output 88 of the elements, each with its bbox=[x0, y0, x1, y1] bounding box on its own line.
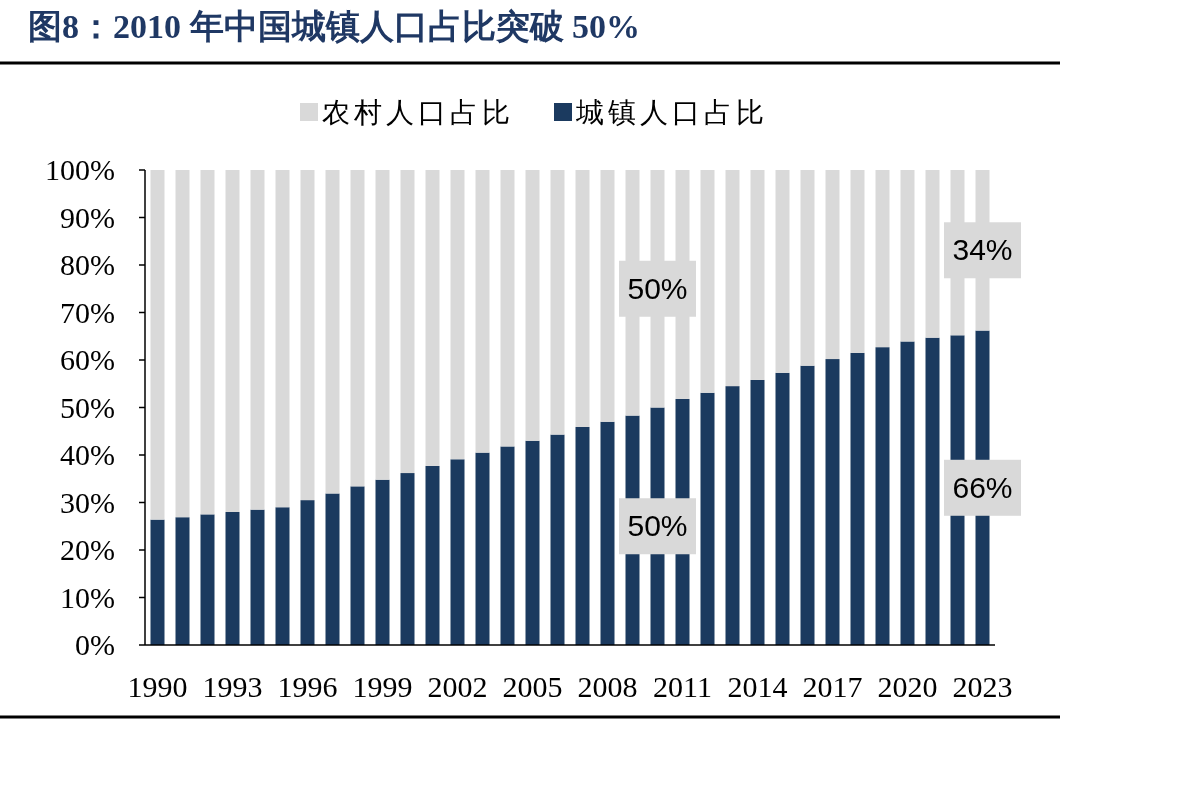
bar bbox=[325, 493, 340, 645]
bar bbox=[375, 479, 390, 645]
bar bbox=[450, 170, 465, 460]
bar bbox=[325, 170, 340, 494]
bar bbox=[825, 359, 840, 645]
bar bbox=[875, 170, 890, 348]
bar bbox=[425, 170, 440, 466]
bar bbox=[700, 170, 715, 393]
bar bbox=[150, 519, 165, 645]
bar bbox=[850, 170, 865, 353]
bar bbox=[700, 392, 715, 645]
bar bbox=[575, 170, 590, 427]
y-tick-label: 50% bbox=[60, 390, 115, 424]
bar bbox=[250, 509, 265, 645]
bar bbox=[525, 170, 540, 441]
bar bbox=[150, 170, 165, 520]
bar bbox=[400, 473, 415, 645]
bar bbox=[875, 347, 890, 645]
y-tick-label: 100% bbox=[45, 153, 115, 186]
bar bbox=[275, 507, 290, 645]
bar bbox=[900, 170, 915, 342]
x-tick-label: 2002 bbox=[427, 670, 488, 703]
x-tick-label: 2017 bbox=[802, 670, 863, 703]
bar bbox=[300, 500, 315, 645]
bar bbox=[200, 170, 215, 515]
x-tick-label: 2020 bbox=[877, 670, 938, 703]
y-tick-label: 0% bbox=[75, 628, 115, 661]
y-tick-label: 20% bbox=[60, 533, 115, 566]
bar bbox=[500, 446, 515, 645]
y-tick-label: 80% bbox=[60, 248, 115, 281]
data-label: 34% bbox=[952, 233, 1013, 267]
bar bbox=[800, 365, 815, 645]
x-tick-label: 2011 bbox=[653, 670, 712, 703]
bar bbox=[750, 379, 765, 645]
bar bbox=[400, 170, 415, 474]
bar bbox=[425, 465, 440, 645]
bar bbox=[550, 434, 565, 645]
x-tick-label: 1999 bbox=[352, 670, 413, 703]
bar bbox=[225, 170, 240, 512]
bar bbox=[525, 440, 540, 645]
legend-label: 农村人口占比 bbox=[322, 97, 514, 128]
bar bbox=[925, 337, 940, 645]
bar bbox=[500, 170, 515, 447]
bar bbox=[750, 170, 765, 380]
bar bbox=[175, 517, 190, 645]
y-tick-label: 10% bbox=[60, 580, 115, 614]
data-label: 50% bbox=[627, 509, 688, 543]
bar bbox=[375, 170, 390, 480]
bar bbox=[475, 452, 490, 645]
x-tick-label: 2008 bbox=[577, 670, 638, 703]
bar bbox=[925, 170, 940, 338]
x-tick-label: 2023 bbox=[952, 670, 1013, 703]
bar bbox=[800, 170, 815, 366]
bar bbox=[450, 459, 465, 645]
bar bbox=[775, 170, 790, 373]
bar bbox=[850, 352, 865, 645]
bar bbox=[725, 386, 740, 645]
data-label: 50% bbox=[627, 271, 688, 305]
bar bbox=[900, 341, 915, 645]
bar bbox=[600, 170, 615, 422]
bar bbox=[775, 372, 790, 645]
bar bbox=[225, 512, 240, 645]
bar bbox=[550, 170, 565, 435]
bar bbox=[250, 170, 265, 510]
bar bbox=[275, 170, 290, 508]
y-tick-label: 40% bbox=[60, 438, 115, 471]
x-tick-label: 2005 bbox=[502, 670, 563, 703]
y-tick-label: 30% bbox=[60, 485, 115, 519]
chart-title: 图8：2010 年中国城镇人口占比突破 50% bbox=[28, 8, 640, 45]
bar bbox=[175, 170, 190, 518]
legend-label: 城镇人口占比 bbox=[575, 97, 768, 128]
bar bbox=[200, 514, 215, 645]
x-tick-label: 2014 bbox=[727, 670, 788, 703]
bar bbox=[600, 421, 615, 645]
data-label: 66% bbox=[952, 470, 1013, 504]
bar bbox=[350, 170, 365, 487]
bar bbox=[575, 426, 590, 645]
x-tick-label: 1993 bbox=[202, 670, 263, 703]
bar bbox=[475, 170, 490, 453]
x-tick-label: 1996 bbox=[277, 670, 338, 703]
bar bbox=[725, 170, 740, 387]
y-tick-label: 60% bbox=[60, 343, 115, 376]
bar bbox=[825, 170, 840, 360]
y-tick-label: 90% bbox=[60, 200, 115, 234]
bar bbox=[350, 486, 365, 645]
y-tick-label: 70% bbox=[60, 295, 115, 329]
bar bbox=[300, 170, 315, 501]
x-tick-label: 1990 bbox=[127, 670, 188, 703]
